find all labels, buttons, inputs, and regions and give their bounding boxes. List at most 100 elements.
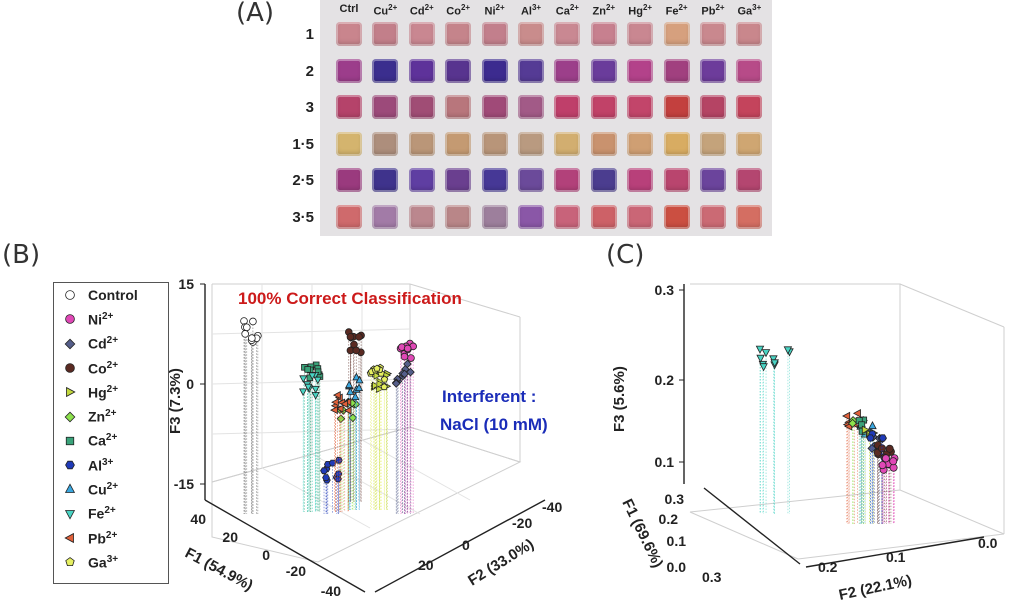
plate-well xyxy=(408,95,435,119)
well-plate-photo: Ctrl Cu2+ Cd2+ Co2+ Ni2+ Al3+ Ca2+ Zn2+ Hg2+ Fe2+… xyxy=(320,0,772,236)
plate-well xyxy=(663,131,690,156)
plate-well xyxy=(554,95,581,119)
legend-label: Cd2+ xyxy=(88,335,119,352)
plate-well xyxy=(663,168,690,192)
legend-item: Ga3+ xyxy=(64,552,118,572)
legend-marker-icon xyxy=(64,532,74,544)
plate-column-label: Cu2+ xyxy=(373,3,398,18)
plate-well xyxy=(481,95,508,119)
data-point xyxy=(380,383,388,391)
plate-well xyxy=(445,168,472,192)
plate-well xyxy=(736,131,763,156)
x-tick-label: 0 xyxy=(262,547,270,563)
plate-well xyxy=(518,168,544,192)
plate-well xyxy=(445,95,472,119)
plate-well xyxy=(481,131,508,156)
y-tick-label: 0.1 xyxy=(886,549,906,565)
plate-well xyxy=(336,22,362,46)
data-point xyxy=(759,363,768,372)
plate-column-label: Fe2+ xyxy=(665,3,688,18)
data-point xyxy=(355,333,363,341)
legend-item: Ni2+ xyxy=(64,309,113,329)
plate-well xyxy=(408,168,435,192)
plate-well xyxy=(372,58,399,83)
x-tick-label: -40 xyxy=(321,583,341,599)
legend-marker-icon xyxy=(65,436,75,445)
legend-marker xyxy=(65,363,75,373)
plate-well xyxy=(336,58,362,83)
y-axis-title: F2 (22.1%) xyxy=(837,572,913,604)
data-point xyxy=(380,375,389,383)
plate-row-labels: 1 2 3 1·5 2·5 3·5 xyxy=(282,0,320,236)
plate-well xyxy=(408,22,435,46)
plate-well xyxy=(700,131,726,156)
plate-well xyxy=(481,168,508,192)
legend-item: Al3+ xyxy=(64,455,113,475)
z-tick-label: 0.2 xyxy=(655,372,675,388)
legend-marker-icon xyxy=(64,338,76,349)
plate-well xyxy=(590,95,617,119)
data-point xyxy=(308,372,317,381)
data-point xyxy=(241,330,249,338)
plate-well xyxy=(554,58,581,83)
legend-marker xyxy=(64,509,76,520)
plate-well xyxy=(336,204,362,229)
legend-marker xyxy=(64,338,76,349)
data-point xyxy=(400,352,409,361)
x-tick-label: 0.0 xyxy=(667,559,687,575)
plate-row-label: 2·5 xyxy=(292,172,314,189)
plate-well xyxy=(336,168,362,192)
legend-marker-icon xyxy=(64,483,76,494)
legend-marker xyxy=(65,460,75,470)
data-point xyxy=(848,418,858,428)
plate-well xyxy=(590,58,617,83)
plate-well xyxy=(372,168,399,192)
x-tick-label: 0.2 xyxy=(659,511,679,527)
data-point xyxy=(332,391,341,400)
data-point xyxy=(248,334,256,342)
data-point xyxy=(400,369,409,379)
legend-label: Co2+ xyxy=(88,359,119,377)
x-tick-label: 0.1 xyxy=(667,533,687,549)
plate-column-label: Al3+ xyxy=(520,3,542,18)
legend-item: Co2+ xyxy=(64,358,118,378)
legend-label: Pb2+ xyxy=(88,529,118,547)
data-point xyxy=(861,425,870,435)
y-tick-label: 0 xyxy=(462,537,470,553)
data-point xyxy=(304,383,313,392)
legend-label: Ga3+ xyxy=(88,553,119,571)
plate-row-label: 2 xyxy=(305,62,314,80)
plate-column-label: Co2+ xyxy=(446,3,471,18)
legend-marker xyxy=(65,436,75,445)
data-point xyxy=(391,379,401,388)
x-tick-label: 40 xyxy=(190,511,206,527)
data-point xyxy=(320,467,328,475)
plate-well xyxy=(518,204,544,229)
data-point xyxy=(351,392,360,401)
data-point xyxy=(299,388,308,397)
plate-well xyxy=(336,131,362,156)
data-point xyxy=(304,366,311,373)
panel-c-label: (C) xyxy=(606,240,645,270)
plate-well xyxy=(372,95,399,119)
plate-well xyxy=(372,22,399,46)
legend-marker xyxy=(65,557,75,567)
plate-well xyxy=(700,95,726,119)
data-point xyxy=(314,368,322,376)
y-tick-label: -40 xyxy=(542,499,562,515)
data-point xyxy=(322,474,330,481)
data-point xyxy=(343,406,352,415)
data-point xyxy=(355,375,364,384)
x-axis-title: F1 (54.9%) xyxy=(182,545,255,595)
y-tick-label: 0.3 xyxy=(702,569,722,585)
plate-well xyxy=(518,58,544,83)
y-tick-label: 20 xyxy=(418,557,434,573)
legend-label: Cu2+ xyxy=(88,481,119,498)
x-axis-title: F1 (69.6%) xyxy=(618,496,666,570)
y-axis-title: F2 (33.0%) xyxy=(465,536,537,590)
data-point xyxy=(352,372,361,381)
legend-label: Ca2+ xyxy=(88,432,118,450)
legend-item: Control xyxy=(64,285,138,305)
plate-column-label: Hg2+ xyxy=(628,3,653,18)
chart-c-3d-scatter: 0.3 0.2 0.1 0.3 0.2 0.1 0.0 0.0 0.1 0.2 0.3 F3 (5.6… xyxy=(611,282,1005,604)
